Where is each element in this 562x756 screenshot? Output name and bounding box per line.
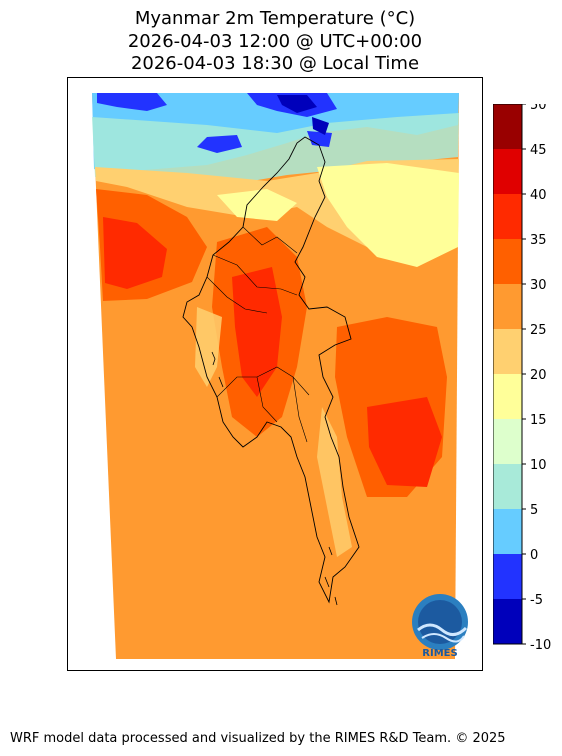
colorbar-tick-label: 15 <box>530 413 547 428</box>
colorbar-tick-label: 0 <box>530 548 538 563</box>
colorbar-tick-label: -10 <box>530 638 551 653</box>
colorbar-tick-label: 10 <box>530 458 547 473</box>
colorbar-tick-label: 30 <box>530 278 547 293</box>
colorbar-tick-label: 25 <box>530 323 547 338</box>
map-title-line-3: 2026-04-03 18:30 @ Local Time <box>130 53 420 74</box>
coastal-mild-strip <box>195 307 222 387</box>
temperature-map <box>92 93 459 659</box>
rimes-logo: RIMES <box>412 594 468 659</box>
central-hottest-zone <box>232 267 282 397</box>
colorbar-block <box>493 464 522 509</box>
east-very-hot-region <box>367 397 442 487</box>
north-deep-cold <box>277 95 329 135</box>
coastal-islands <box>211 351 338 606</box>
colorbar-tick-label: 20 <box>530 368 547 383</box>
map-frame <box>67 77 483 671</box>
colorbar-tick-label: 5 <box>530 503 538 518</box>
map-title-line-2: 2026-04-03 12:00 @ UTC+00:00 <box>127 31 423 52</box>
northeast-pale-yellow <box>217 163 459 267</box>
colorbar-block <box>493 374 522 419</box>
colorbar-tick-label: -5 <box>530 593 543 608</box>
colorbar-block <box>493 419 522 464</box>
map-title-line-1: Myanmar 2m Temperature (°C) <box>134 8 416 29</box>
colorbar-tick-label: 40 <box>530 188 547 203</box>
colorbar-block <box>493 149 522 194</box>
footer-credit: WRF model data processed and visualized … <box>10 731 506 746</box>
colorbar-tick-label: 50 <box>530 104 547 113</box>
colorbar-block <box>493 329 522 374</box>
west-very-hot-region <box>103 217 167 289</box>
colorbar-tick-label: 45 <box>530 143 547 158</box>
colorbar-block <box>493 554 522 599</box>
myanmar-boundary <box>182 136 360 604</box>
internal-boundaries <box>206 226 310 443</box>
north-cool-mid <box>92 113 459 187</box>
colorbar-block <box>493 509 522 554</box>
colorbar-block <box>493 104 522 149</box>
tenasserim-mild-strip <box>317 407 352 557</box>
colorbar-tick-label: 35 <box>530 233 547 248</box>
colorbar-block <box>493 239 522 284</box>
colorbar-block <box>493 284 522 329</box>
north-freezing-patches <box>97 93 337 153</box>
colorbar-block <box>493 599 522 644</box>
rimes-logo-text: RIMES <box>422 648 457 659</box>
colorbar-block <box>493 194 522 239</box>
